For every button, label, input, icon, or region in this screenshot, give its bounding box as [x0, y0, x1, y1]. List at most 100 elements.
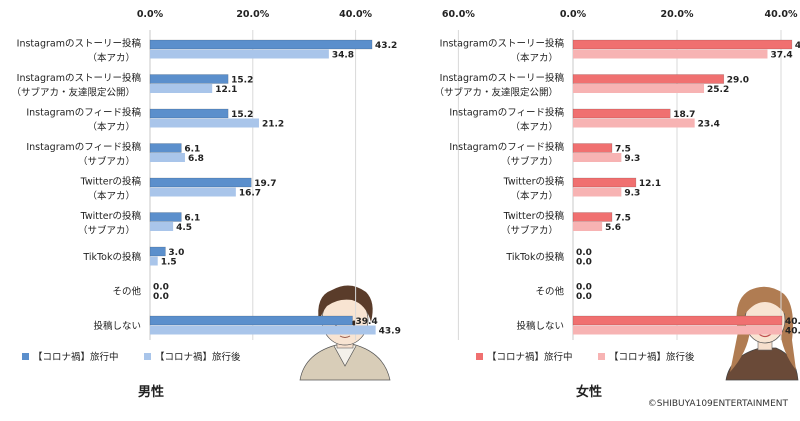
- bar-value-label: 40.2: [785, 317, 800, 327]
- category-label: TikTokの投稿: [82, 251, 141, 263]
- bar-value-label: 29.0: [727, 76, 749, 86]
- category-label: Instagramのストーリー投稿: [440, 72, 565, 84]
- bar: [150, 187, 236, 197]
- bar: [573, 187, 622, 197]
- category-label: Instagramのストーリー投稿: [440, 38, 565, 50]
- bar-value-label: 0.0: [576, 258, 592, 268]
- category-label: Instagramのフィード投稿: [26, 107, 141, 119]
- bar-value-label: 4.5: [176, 223, 192, 233]
- bar-value-label: 0.0: [153, 292, 169, 302]
- x-tick-label: 20.0%: [661, 9, 694, 20]
- category-label: Instagramのフィード投稿: [26, 141, 141, 153]
- bar-value-label: 6.8: [188, 154, 204, 164]
- bar-value-label: 7.5: [615, 145, 631, 155]
- category-label: Twitterの投稿: [80, 176, 142, 188]
- category-label: Instagramのストーリー投稿: [17, 72, 142, 84]
- bar: [573, 222, 603, 231]
- category-label: Instagramのストーリー投稿: [17, 38, 142, 50]
- bar: [149, 108, 229, 119]
- bar: [150, 222, 174, 231]
- category-label: Twitterの投稿: [503, 210, 565, 222]
- bar-value-label: 39.4: [356, 317, 378, 327]
- bar-value-label: 25.2: [707, 85, 729, 95]
- bar: [572, 108, 671, 119]
- bar: [573, 49, 768, 59]
- bar: [150, 49, 329, 59]
- bar: [572, 143, 613, 153]
- bar: [150, 325, 376, 335]
- bar: [572, 177, 637, 188]
- category-label: 投稿しない: [516, 320, 564, 332]
- bar: [573, 153, 622, 162]
- x-tick-label: 0.0%: [137, 9, 164, 20]
- bar-value-label: 37.4: [770, 51, 792, 61]
- category-label: 投稿しない: [93, 320, 141, 332]
- bar-value-label: 43.2: [375, 41, 397, 51]
- category-label: （サブアカ）: [78, 156, 135, 168]
- legend-swatch: [144, 353, 151, 360]
- bar-value-label: 12.1: [639, 179, 661, 189]
- bar: [149, 177, 252, 188]
- legend-swatch: [22, 353, 29, 360]
- bar-value-label: 19.7: [254, 179, 276, 189]
- bar: [572, 39, 793, 50]
- legend-swatch: [598, 353, 605, 360]
- legend-swatch: [476, 353, 483, 360]
- x-tick-label: 20.0%: [236, 9, 269, 20]
- category-label: （サブアカ）: [78, 225, 135, 237]
- category-label: （本アカ）: [510, 121, 558, 133]
- category-label: Twitterの投稿: [80, 210, 142, 222]
- bar: [150, 118, 259, 128]
- legend-label: 【コロナ禍】旅行中: [487, 351, 573, 363]
- bar-value-label: 9.3: [624, 189, 640, 199]
- bar-value-label: 7.5: [615, 214, 631, 224]
- bar-value-label: 21.2: [262, 120, 284, 130]
- bar: [149, 315, 353, 326]
- bar-value-label: 23.4: [698, 120, 720, 130]
- panel-title: 男性: [138, 384, 164, 400]
- bar: [150, 256, 158, 266]
- bar: [149, 39, 373, 50]
- category-label: （サブアカ）: [501, 156, 558, 168]
- copyright-notice: ©SHIBUYA109ENTERTAINMENT: [647, 399, 788, 409]
- bar-value-label: 34.8: [332, 51, 354, 61]
- bar-value-label: 1.5: [161, 258, 177, 268]
- x-tick-label: 0.0%: [560, 9, 587, 20]
- bar-value-label: 5.6: [605, 223, 621, 233]
- category-label: TikTokの投稿: [505, 251, 564, 263]
- bar-value-label: 6.1: [184, 145, 200, 155]
- bar-value-label: 42.1: [795, 41, 800, 51]
- category-label: （サブアカ・友達限定公開）: [434, 87, 558, 99]
- category-label: （サブアカ・友達限定公開）: [11, 87, 135, 99]
- category-label: （サブアカ）: [501, 225, 558, 237]
- bar: [573, 118, 695, 128]
- category-label: その他: [535, 286, 564, 298]
- bar: [572, 74, 725, 84]
- bar-value-label: 40.2: [785, 327, 800, 337]
- bar-value-label: 43.9: [379, 327, 401, 337]
- bar: [572, 212, 613, 222]
- bar-value-label: 16.7: [239, 189, 261, 199]
- legend-label: 【コロナ禍】旅行後: [155, 351, 241, 363]
- bar: [150, 84, 213, 93]
- bar-value-label: 0.0: [153, 283, 169, 293]
- legend-label: 【コロナ禍】旅行中: [33, 351, 119, 363]
- category-label: （本アカ）: [87, 52, 135, 64]
- category-label: Instagramのフィード投稿: [449, 107, 564, 119]
- category-label: （本アカ）: [87, 121, 135, 133]
- bar-value-label: 0.0: [576, 292, 592, 302]
- category-label: （本アカ）: [510, 190, 558, 202]
- bar: [573, 325, 783, 335]
- bar: [149, 143, 182, 153]
- bar: [149, 246, 166, 257]
- bar-value-label: 3.0: [168, 248, 184, 258]
- bar-value-label: 12.1: [215, 85, 237, 95]
- category-label: Twitterの投稿: [503, 176, 565, 188]
- bar-value-label: 6.1: [184, 214, 200, 224]
- category-label: （本アカ）: [87, 190, 135, 202]
- bar-value-label: 18.7: [673, 110, 695, 120]
- legend-label: 【コロナ禍】旅行後: [609, 351, 695, 363]
- bar-value-label: 15.2: [231, 110, 253, 120]
- bar-value-label: 0.0: [576, 248, 592, 258]
